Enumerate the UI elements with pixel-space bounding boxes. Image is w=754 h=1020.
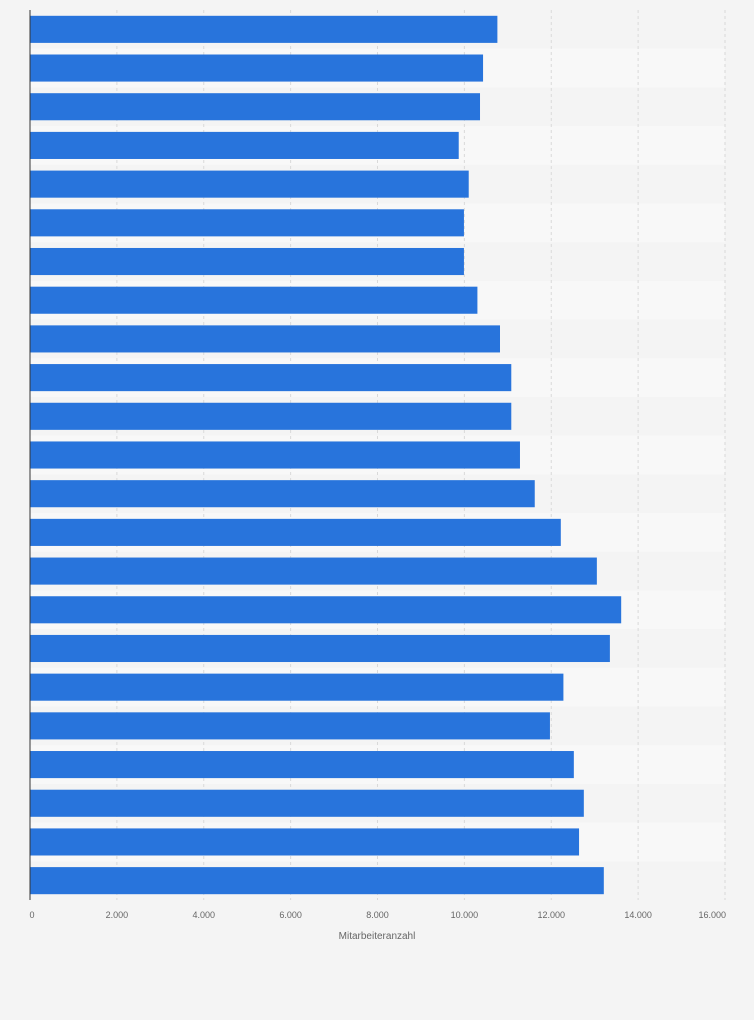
x-tick-label: 6.000 xyxy=(279,910,302,920)
x-tick-label: 12.000 xyxy=(537,910,565,920)
bar xyxy=(30,247,464,276)
x-axis-label: Mitarbeiteranzahl xyxy=(339,931,416,942)
bar xyxy=(30,325,500,353)
bar xyxy=(30,286,478,314)
bar xyxy=(30,789,584,817)
bars xyxy=(30,15,622,895)
bar xyxy=(30,673,564,701)
bar xyxy=(30,557,597,585)
x-axis-tick-labels: 0 2.000 4.000 6.000 8.000 10.000 12.000 14.000 1… xyxy=(29,910,726,920)
bar xyxy=(30,15,498,43)
bar xyxy=(30,480,535,508)
bar xyxy=(30,209,464,237)
bar xyxy=(30,441,520,469)
bar xyxy=(30,364,512,392)
bar xyxy=(30,867,604,895)
bar xyxy=(30,93,481,121)
bar xyxy=(30,596,622,624)
bar xyxy=(30,54,484,82)
x-tick-label: 16.000 xyxy=(698,910,726,920)
x-tick-label: 2.000 xyxy=(106,910,129,920)
x-tick-label: 0 xyxy=(29,910,34,920)
x-tick-label: 14.000 xyxy=(624,910,652,920)
x-tick-label: 8.000 xyxy=(366,910,389,920)
bar xyxy=(30,712,550,740)
bar xyxy=(30,402,512,430)
bar xyxy=(30,634,610,663)
bar xyxy=(30,751,574,779)
x-tick-label: 4.000 xyxy=(192,910,215,920)
bar xyxy=(30,518,561,546)
x-tick-label: 10.000 xyxy=(451,910,479,920)
bar xyxy=(30,131,459,159)
bar xyxy=(30,170,469,198)
bar xyxy=(30,828,580,856)
